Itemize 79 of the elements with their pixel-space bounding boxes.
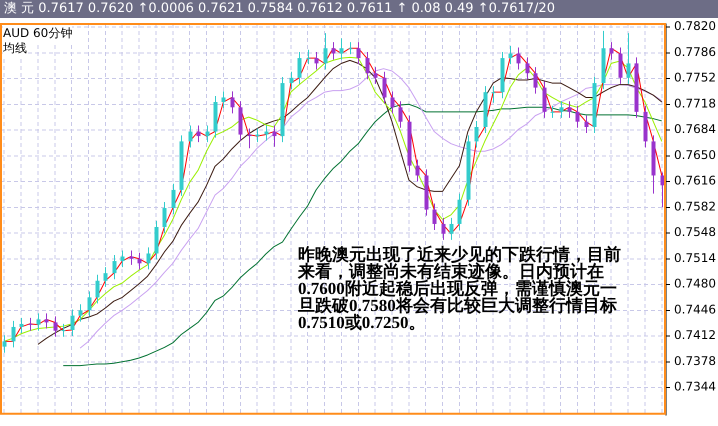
candlestick — [626, 32, 630, 84]
candlestick — [340, 38, 344, 60]
candlestick — [474, 120, 478, 148]
candlestick — [366, 52, 370, 80]
candlestick — [416, 159, 420, 182]
candlestick — [356, 42, 360, 65]
y-tick-label: 0.7582 — [674, 199, 716, 214]
candlestick — [138, 252, 142, 270]
y-tick-label: 0.7344 — [674, 380, 716, 394]
candlestick — [516, 46, 520, 70]
candlestick — [88, 290, 92, 317]
candlestick — [54, 316, 58, 338]
y-tick-label: 0.7514 — [674, 250, 716, 265]
candlestick — [264, 124, 268, 142]
candlestick — [162, 201, 166, 234]
candlestick — [36, 312, 40, 332]
candlestick — [576, 105, 580, 128]
candlestick — [382, 71, 386, 104]
candlestick — [272, 124, 276, 148]
candlestick — [432, 202, 436, 231]
candlestick — [374, 66, 378, 84]
candlestick — [70, 309, 74, 337]
candlestick — [12, 320, 16, 348]
y-tick-label: 0.7820 — [674, 19, 716, 34]
candlestick — [610, 42, 614, 60]
y-tick-label: 0.7412 — [674, 328, 716, 342]
candlestick — [248, 128, 252, 149]
candlestick — [112, 254, 116, 280]
candlestick — [96, 274, 100, 304]
candlestick — [62, 323, 66, 338]
candlestick — [230, 90, 234, 114]
chart-subtitle: AUD 60分钟 — [3, 25, 72, 42]
candlestick — [568, 100, 572, 118]
candlestick — [306, 49, 310, 65]
candlestick — [44, 312, 48, 329]
annotation: 均线 — [3, 40, 27, 57]
candlestick — [534, 66, 538, 94]
candlestick — [28, 317, 32, 332]
candlestick — [442, 217, 446, 240]
y-tick-label: 0.7480 — [674, 276, 716, 291]
candlestick — [508, 45, 512, 65]
candlestick — [256, 128, 260, 143]
y-tick-label: 0.7752 — [674, 70, 716, 85]
candlestick — [492, 86, 496, 104]
candlestick — [172, 183, 176, 215]
candlestick — [290, 71, 294, 90]
candlestick — [2, 334, 6, 354]
y-tick-label: 0.7684 — [674, 122, 716, 136]
candlestick — [398, 100, 402, 128]
candlestick — [20, 317, 24, 334]
y-tick-label: 0.7616 — [674, 174, 716, 188]
y-tick-label: 0.7378 — [674, 354, 716, 368]
candlestick — [146, 246, 150, 270]
candlestick — [104, 266, 108, 288]
candlestick — [130, 250, 134, 266]
candlestick — [120, 250, 124, 268]
candlestick — [298, 52, 302, 84]
candlestick — [78, 304, 82, 322]
candlestick — [526, 56, 530, 80]
candlestick — [222, 90, 226, 109]
candlestick — [332, 42, 336, 60]
candlestick — [348, 42, 352, 55]
chart-title: 澳 元 0.7617 0.7620 ↑0.0006 0.7621 0.7584 0.7612 0.7611 ↑ 0.08 0.49 ↑0.7617/20 — [0, 0, 718, 18]
candlestick — [550, 105, 554, 118]
y-tick-label: 0.7548 — [674, 225, 716, 240]
annotation: 昨晚澳元出现了近来少见的下跌行情，目前来看，调整尚未有结束迹像。日内预计在0.7600附近起稳后出现反弹，需谨慎澳元一旦跌破0.7580将会有比较巨大调整行情目标0.7510或0.7250。 — [298, 245, 622, 332]
y-tick-label: 0.7650 — [674, 148, 716, 162]
candlestick — [390, 90, 394, 114]
y-tick-label: 0.7718 — [674, 96, 716, 110]
candlestick — [450, 217, 454, 240]
candlestick — [324, 32, 328, 70]
candlestick — [314, 52, 318, 70]
y-tick-label: 0.7786 — [674, 44, 716, 59]
candlestick — [196, 124, 200, 143]
candlestick — [560, 100, 564, 118]
candlestick — [188, 124, 192, 148]
candlestick — [206, 124, 210, 143]
candlestick — [584, 115, 588, 134]
y-tick-label: 0.7446 — [674, 302, 716, 316]
